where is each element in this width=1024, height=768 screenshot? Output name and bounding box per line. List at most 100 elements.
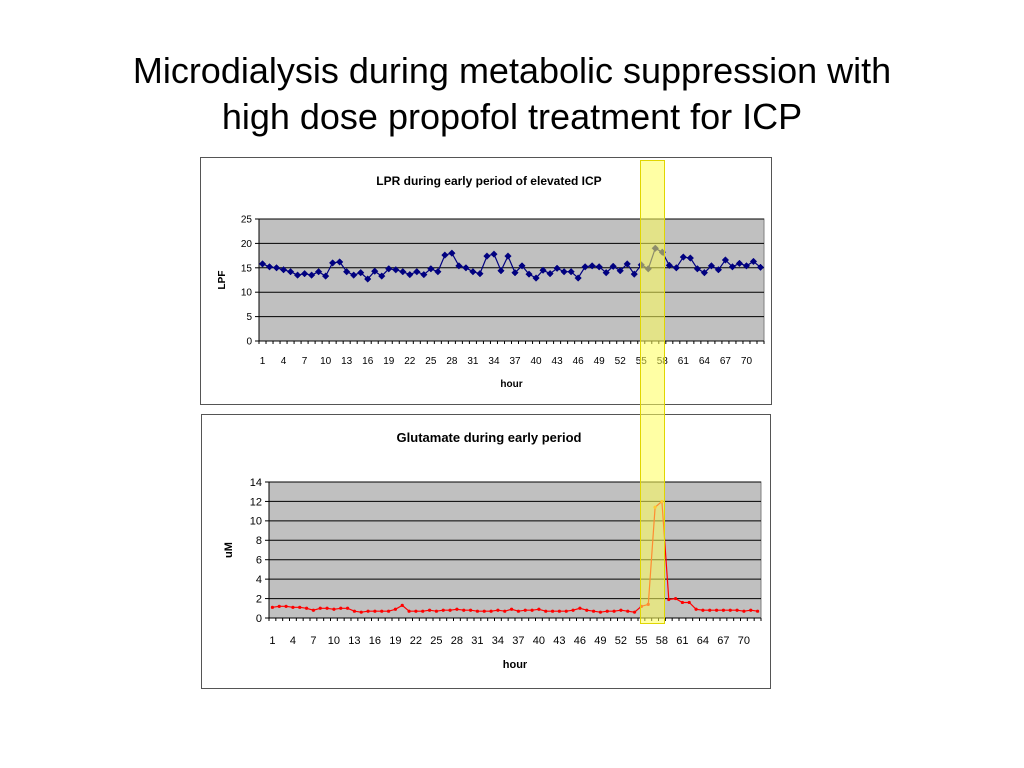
- glutamate-x-tick-label: 31: [471, 635, 483, 647]
- glutamate-data-point: [591, 609, 596, 613]
- glutamate-y-tick-label: 2: [256, 593, 262, 605]
- lpr-data-point: [672, 264, 680, 272]
- lpr-data-point: [385, 265, 393, 273]
- glutamate-x-tick-label: 13: [348, 635, 360, 647]
- glutamate-y-axis-title: uM: [223, 542, 235, 558]
- lpr-data-point: [476, 270, 484, 278]
- lpr-plot-area: [258, 218, 765, 342]
- lpr-data-point: [518, 262, 526, 270]
- glutamate-x-tick-label: 16: [369, 635, 381, 647]
- glutamate-chart: Glutamate during early period02468101214…: [223, 430, 762, 671]
- glutamate-data-point: [339, 606, 343, 610]
- lpr-data-point: [413, 268, 421, 276]
- lpr-data-point: [511, 269, 519, 277]
- lpr-x-tick-label: 25: [425, 356, 437, 367]
- lpr-data-point: [350, 271, 358, 279]
- lpr-data-point: [300, 270, 309, 278]
- lpr-x-axis-title: hour: [500, 379, 522, 390]
- lpr-chart-title: LPR during early period of elevated ICP: [376, 174, 601, 188]
- glutamate-data-point: [523, 608, 527, 612]
- lpr-data-point: [693, 265, 702, 273]
- glutamate-x-tick-label: 49: [594, 635, 606, 647]
- glutamate-data-point: [448, 608, 452, 612]
- glutamate-x-tick-label: 61: [676, 635, 688, 647]
- lpr-x-tick-label: 46: [573, 356, 585, 367]
- glutamate-data-point: [639, 604, 644, 608]
- glutamate-x-tick-label: 10: [328, 635, 340, 647]
- glutamate-data-point: [694, 607, 698, 611]
- glutamate-y-tick-label: 6: [256, 555, 262, 567]
- glutamate-data-point: [468, 608, 473, 612]
- lpr-data-point: [371, 267, 379, 275]
- glutamate-data-point: [291, 605, 295, 609]
- glutamate-data-point: [578, 606, 582, 610]
- glutamate-data-point: [393, 607, 398, 611]
- lpr-data-point: [609, 262, 617, 270]
- glutamate-data-point: [489, 609, 493, 613]
- lpr-data-point: [279, 266, 288, 274]
- glutamate-data-point: [407, 609, 411, 613]
- glutamate-data-point: [749, 608, 753, 612]
- lpr-data-point: [483, 252, 491, 260]
- lpr-data-point: [392, 266, 400, 274]
- glutamate-x-tick-label: 70: [738, 635, 750, 647]
- glutamate-data-point: [509, 607, 514, 611]
- glutamate-chart-title: Glutamate during early period: [397, 430, 582, 445]
- lpr-data-point: [756, 263, 765, 271]
- lpr-data-point: [735, 259, 744, 268]
- glutamate-y-tick-label: 14: [250, 477, 262, 489]
- lpr-data-point: [700, 269, 709, 277]
- glutamate-x-tick-label: 55: [635, 635, 647, 647]
- glutamate-data-point: [598, 610, 603, 614]
- glutamate-data-point: [441, 608, 445, 612]
- lpr-x-tick-label: 67: [720, 356, 732, 367]
- lpr-data-point: [616, 267, 624, 275]
- lpr-y-axis-title: LPF: [217, 271, 228, 290]
- lpr-data-point: [665, 261, 673, 270]
- glutamate-data-point: [359, 610, 363, 614]
- glutamate-data-point: [284, 604, 288, 608]
- glutamate-data-point: [605, 609, 609, 613]
- glutamate-data-point: [755, 609, 760, 613]
- glutamate-data-point: [434, 609, 439, 613]
- glutamate-data-point: [311, 608, 316, 612]
- glutamate-data-point: [400, 603, 404, 607]
- lpr-x-tick-label: 43: [552, 356, 564, 367]
- lpr-data-point: [462, 264, 470, 272]
- lpr-data-point: [742, 262, 751, 270]
- glutamate-data-point: [653, 505, 657, 509]
- glutamate-x-tick-label: 37: [512, 635, 524, 647]
- lpr-chart: LPR during early period of elevated ICP 0…: [217, 174, 765, 390]
- lpr-data-point: [364, 275, 372, 283]
- lpr-data-point: [728, 263, 737, 271]
- glutamate-data-point: [742, 609, 746, 613]
- glutamate-x-tick-label: 52: [615, 635, 627, 647]
- glutamate-data-point: [304, 606, 309, 610]
- lpr-x-tick-label: 10: [320, 356, 332, 367]
- glutamate-x-tick-label: 25: [430, 635, 442, 647]
- lpr-x-tick-label: 34: [488, 356, 500, 367]
- glutamate-data-point: [714, 608, 719, 612]
- lpr-y-tick-label: 20: [241, 239, 253, 250]
- glutamate-data-point: [632, 610, 637, 614]
- glutamate-x-tick-label: 67: [717, 635, 729, 647]
- lpr-x-tick-label: 31: [467, 356, 479, 367]
- glutamate-data-point: [619, 608, 623, 612]
- glutamate-data-point: [277, 604, 281, 608]
- glutamate-y-tick-label: 0: [256, 613, 262, 625]
- glutamate-data-point: [270, 605, 275, 609]
- glutamate-data-point: [612, 609, 616, 613]
- glutamate-data-point: [735, 608, 739, 612]
- lpr-data-point: [525, 270, 533, 278]
- lpr-data-point: [321, 272, 330, 280]
- lpr-x-tick-label: 49: [594, 356, 606, 367]
- glutamate-data-point: [345, 606, 350, 610]
- glutamate-data-point: [537, 607, 541, 611]
- lpr-data-point: [399, 268, 407, 276]
- lpr-data-point: [328, 259, 337, 267]
- slide-title-line-2: high dose propofol treatment for ICP: [221, 96, 803, 137]
- lpr-data-point: [560, 268, 568, 276]
- glutamate-data-point: [571, 608, 575, 612]
- glutamate-data-point: [687, 600, 691, 605]
- glutamate-data-point: [660, 499, 664, 504]
